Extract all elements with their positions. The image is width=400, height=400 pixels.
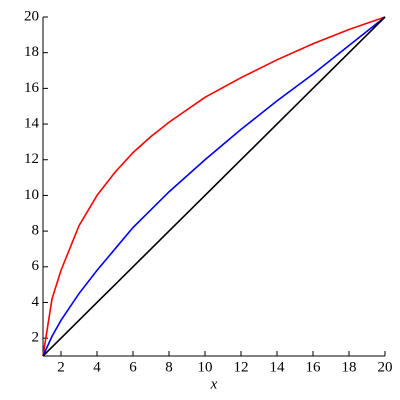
y-tick-label: 2	[32, 330, 40, 346]
x-tick-label: 2	[57, 359, 65, 375]
x-tick-label: 20	[378, 359, 393, 375]
x-tick-label: 8	[165, 359, 173, 375]
x-tick-label: 16	[306, 359, 322, 375]
y-tick-label: 20	[24, 8, 39, 24]
x-tick-label: 6	[129, 359, 137, 375]
y-tick-label: 10	[24, 187, 39, 203]
y-tick-label: 4	[32, 294, 40, 310]
x-tick-label: 10	[198, 359, 213, 375]
line-series	[42, 16, 386, 357]
y-tick-label: 18	[24, 44, 39, 60]
y-tick-label: 8	[32, 223, 40, 239]
y-tick-label: 12	[24, 151, 39, 167]
y-tick-label: 16	[24, 80, 40, 96]
line-series	[42, 16, 386, 357]
x-tick-label: 18	[342, 359, 357, 375]
x-tick-label: 4	[93, 359, 101, 375]
x-tick-label: 14	[270, 359, 286, 375]
x-axis-label: x	[210, 376, 218, 392]
x-tick-label: 12	[234, 359, 249, 375]
line-series	[42, 16, 386, 357]
y-tick-label: 14	[24, 115, 40, 131]
y-tick-label: 6	[32, 258, 40, 274]
